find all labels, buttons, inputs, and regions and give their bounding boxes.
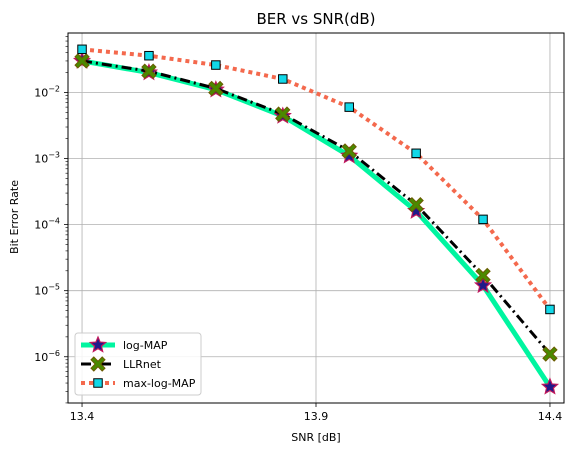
data-point bbox=[77, 44, 87, 55]
series-line bbox=[81, 58, 553, 389]
data-point bbox=[275, 106, 291, 122]
y-tick-base: 10 bbox=[34, 351, 48, 364]
legend-box bbox=[74, 332, 202, 396]
x-tick-label: 13.4 bbox=[70, 410, 95, 423]
y-tick-label: 10−6 bbox=[34, 349, 60, 364]
y-tick-exponent: −2 bbox=[48, 84, 60, 93]
legend-marker bbox=[93, 378, 103, 388]
y-tick-exponent: −6 bbox=[48, 349, 60, 358]
series-line bbox=[81, 47, 552, 311]
y-tick-label: 10−2 bbox=[34, 84, 60, 99]
x-tick-label: 14.4 bbox=[538, 410, 563, 423]
y-tick-label: 10−3 bbox=[34, 151, 60, 166]
legend-marker bbox=[88, 335, 108, 353]
legend: log-MAP LLRnet max-log-MAP bbox=[74, 332, 202, 396]
data-point bbox=[344, 102, 354, 112]
legend-label: log-MAP bbox=[123, 339, 168, 352]
series-max-log-map bbox=[77, 44, 555, 315]
data-point bbox=[473, 275, 493, 294]
data-point bbox=[211, 60, 221, 70]
grid-layer bbox=[68, 33, 564, 403]
y-tick-label: 10−4 bbox=[34, 217, 60, 232]
data-point bbox=[408, 197, 424, 213]
y-tick-base: 10 bbox=[34, 86, 48, 99]
data-point bbox=[540, 377, 560, 395]
y-axis-label: Bit Error Rate bbox=[8, 180, 21, 254]
x-tick-label: 13.9 bbox=[304, 410, 329, 423]
data-point bbox=[341, 143, 357, 159]
y-tick-label: 10−5 bbox=[34, 283, 60, 298]
y-tick-exponent: −3 bbox=[48, 151, 60, 160]
data-point bbox=[545, 304, 555, 315]
data-point bbox=[278, 74, 288, 84]
data-point bbox=[478, 214, 488, 225]
legend-marker bbox=[90, 356, 106, 372]
data-point bbox=[411, 148, 421, 159]
data-point bbox=[475, 267, 491, 284]
series-llrnet bbox=[74, 53, 558, 362]
tick-layer: 13.4 13.9 14.410−210−310−410−510−6 bbox=[34, 36, 563, 423]
data-point bbox=[340, 146, 359, 164]
y-tick-exponent: −4 bbox=[48, 217, 60, 226]
data-point bbox=[208, 80, 224, 97]
series-line bbox=[81, 59, 552, 355]
series-layer bbox=[72, 44, 560, 395]
legend-label: LLRnet bbox=[123, 358, 162, 371]
y-tick-base: 10 bbox=[34, 153, 48, 166]
data-point bbox=[141, 63, 157, 79]
data-point bbox=[542, 346, 558, 362]
chart-title: BER vs SNR(dB) bbox=[256, 10, 375, 28]
data-point bbox=[144, 50, 154, 61]
y-tick-exponent: −5 bbox=[48, 283, 60, 292]
y-tick-base: 10 bbox=[34, 285, 48, 298]
y-tick-base: 10 bbox=[34, 219, 48, 232]
x-axis-label: SNR [dB] bbox=[291, 431, 340, 444]
legend-label: max-log-MAP bbox=[123, 377, 196, 390]
